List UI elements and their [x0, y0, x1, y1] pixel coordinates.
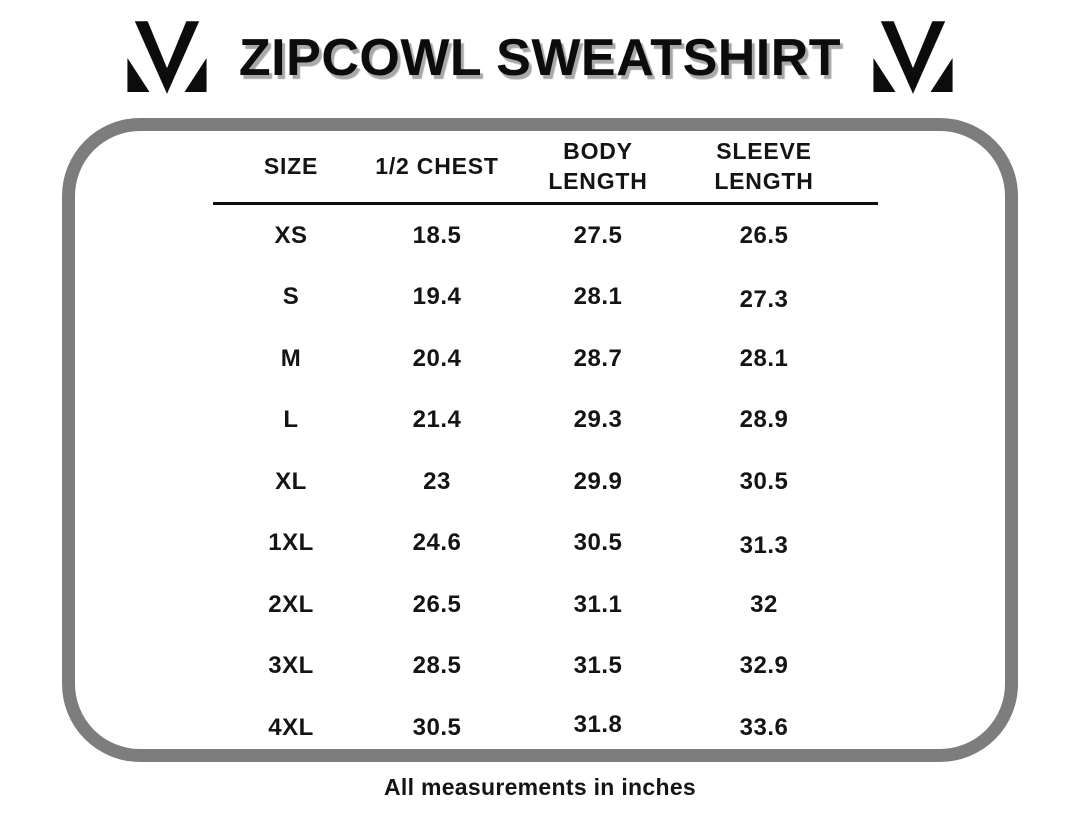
sleeve-cell: 30.5: [739, 467, 789, 495]
brand-m-logo-icon: [121, 16, 213, 100]
sleeve-cell: 32: [750, 590, 778, 618]
column-header-sleeve: SLEEVE LENGTH: [714, 138, 814, 194]
page-title: ZIPCOWL SWEATSHIRT: [238, 29, 842, 87]
body-cell: 29.9: [573, 467, 623, 495]
body-cell: 31.8: [573, 710, 623, 738]
body-cell: 28.7: [573, 344, 623, 372]
page-header: ZIPCOWL SWEATSHIRT: [0, 8, 1080, 108]
chest-cell: 24.6: [412, 529, 462, 557]
chest-cell: 30.5: [412, 713, 462, 741]
chest-cell: 20.4: [412, 344, 462, 372]
brand-m-logo-icon: [867, 16, 959, 100]
size-cell: S: [282, 283, 300, 311]
chest-cell: 26.5: [412, 590, 462, 618]
size-chart-table: SIZE 1/2 CHEST BODY LENGTH SLEEVE LENGTH…: [213, 137, 878, 758]
body-cell: 30.5: [573, 529, 623, 557]
table-row: XS 18.5 27.5 26.5: [213, 205, 878, 267]
sleeve-cell: 26.5: [739, 221, 789, 249]
header-divider: [213, 201, 878, 205]
sleeve-cell: 28.9: [739, 406, 789, 434]
chest-cell: 28.5: [412, 652, 462, 680]
column-header-chest: 1/2 CHEST: [375, 152, 499, 179]
measurements-note: All measurements in inches: [383, 774, 697, 800]
table-row: M 20.4 28.7 28.1: [213, 328, 878, 390]
table-row: 4XL 30.5 31.8 33.6: [213, 697, 878, 759]
table-row: 3XL 28.5 31.5 32.9: [213, 635, 878, 697]
table-row: 1XL 24.6 30.5 31.3: [213, 512, 878, 574]
sleeve-cell: 31.3: [739, 532, 789, 560]
body-cell: 29.3: [573, 406, 623, 434]
size-cell: 2XL: [268, 590, 314, 618]
size-chart-panel: SIZE 1/2 CHEST BODY LENGTH SLEEVE LENGTH…: [62, 118, 1018, 762]
chest-cell: 23: [423, 467, 451, 495]
size-cell: L: [283, 406, 299, 434]
sleeve-cell: 28.1: [739, 344, 789, 372]
body-cell: 31.1: [573, 590, 623, 618]
body-cell: 27.5: [573, 221, 623, 249]
sleeve-cell: 32.9: [739, 652, 789, 680]
column-header-body: BODY LENGTH: [548, 138, 648, 194]
body-cell: 28.1: [573, 283, 623, 311]
table-row: 2XL 26.5 31.1 32: [213, 574, 878, 636]
size-cell: 4XL: [268, 713, 314, 741]
table-row: L 21.4 29.3 28.9: [213, 389, 878, 451]
sleeve-cell: 33.6: [739, 713, 789, 741]
chest-cell: 21.4: [412, 406, 462, 434]
size-cell: 1XL: [268, 529, 314, 557]
size-cell: M: [280, 344, 302, 372]
size-cell: XS: [274, 221, 308, 249]
table-row: XL 23 29.9 30.5: [213, 451, 878, 513]
size-cell: XL: [275, 467, 307, 495]
chest-cell: 19.4: [412, 283, 462, 311]
sleeve-cell: 27.3: [739, 286, 789, 314]
chest-cell: 18.5: [412, 221, 462, 249]
table-row: S 19.4 28.1 27.3: [213, 266, 878, 328]
column-header-size: SIZE: [263, 152, 319, 179]
body-cell: 31.5: [573, 652, 623, 680]
table-body: XS 18.5 27.5 26.5 S 19.4 28.1 27.3 M 20.…: [213, 205, 878, 759]
size-cell: 3XL: [268, 652, 314, 680]
table-header-row: SIZE 1/2 CHEST BODY LENGTH SLEEVE LENGTH: [213, 137, 878, 197]
